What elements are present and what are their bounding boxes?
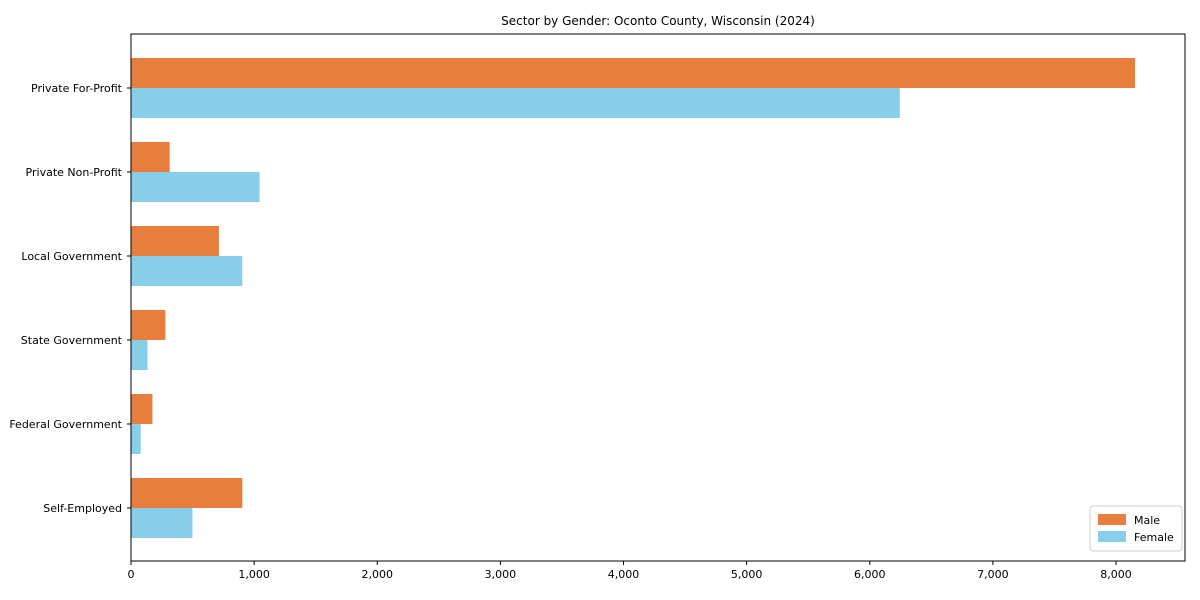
bar-female-4 (131, 424, 141, 454)
bar-male-3 (131, 310, 166, 340)
bar-male-5 (131, 478, 243, 508)
x-tick-label: 0 (128, 568, 135, 581)
bar-male-0 (131, 58, 1136, 88)
bar-female-1 (131, 172, 260, 202)
bar-female-0 (131, 88, 900, 118)
y-tick-label: State Government (21, 334, 123, 347)
bar-male-1 (131, 142, 170, 172)
x-tick-label: 8,000 (1100, 568, 1132, 581)
y-tick-label: Private For-Profit (31, 82, 123, 95)
bar-female-3 (131, 340, 148, 370)
y-tick-label: Self-Employed (43, 502, 122, 515)
plot-area-border (130, 33, 1186, 562)
legend-swatch-female (1098, 531, 1126, 542)
legend-label-male: Male (1134, 514, 1160, 527)
x-tick-label: 2,000 (362, 568, 394, 581)
x-tick-label: 4,000 (608, 568, 640, 581)
y-tick-label: Local Government (21, 250, 122, 263)
bar-male-4 (131, 394, 153, 424)
bar-female-2 (131, 256, 243, 286)
bar-male-2 (131, 226, 219, 256)
chart-title: Sector by Gender: Oconto County, Wiscons… (501, 14, 815, 28)
legend-swatch-male (1098, 514, 1126, 525)
x-tick-label: 5,000 (731, 568, 763, 581)
x-tick-label: 3,000 (485, 568, 517, 581)
x-tick-label: 6,000 (854, 568, 886, 581)
x-tick-label: 7,000 (977, 568, 1009, 581)
y-tick-label: Federal Government (9, 418, 122, 431)
legend-box (1089, 505, 1183, 552)
bar-female-5 (131, 508, 193, 538)
x-tick-label: 1,000 (238, 568, 270, 581)
y-tick-label: Private Non-Profit (26, 166, 123, 179)
legend-label-female: Female (1134, 531, 1174, 544)
